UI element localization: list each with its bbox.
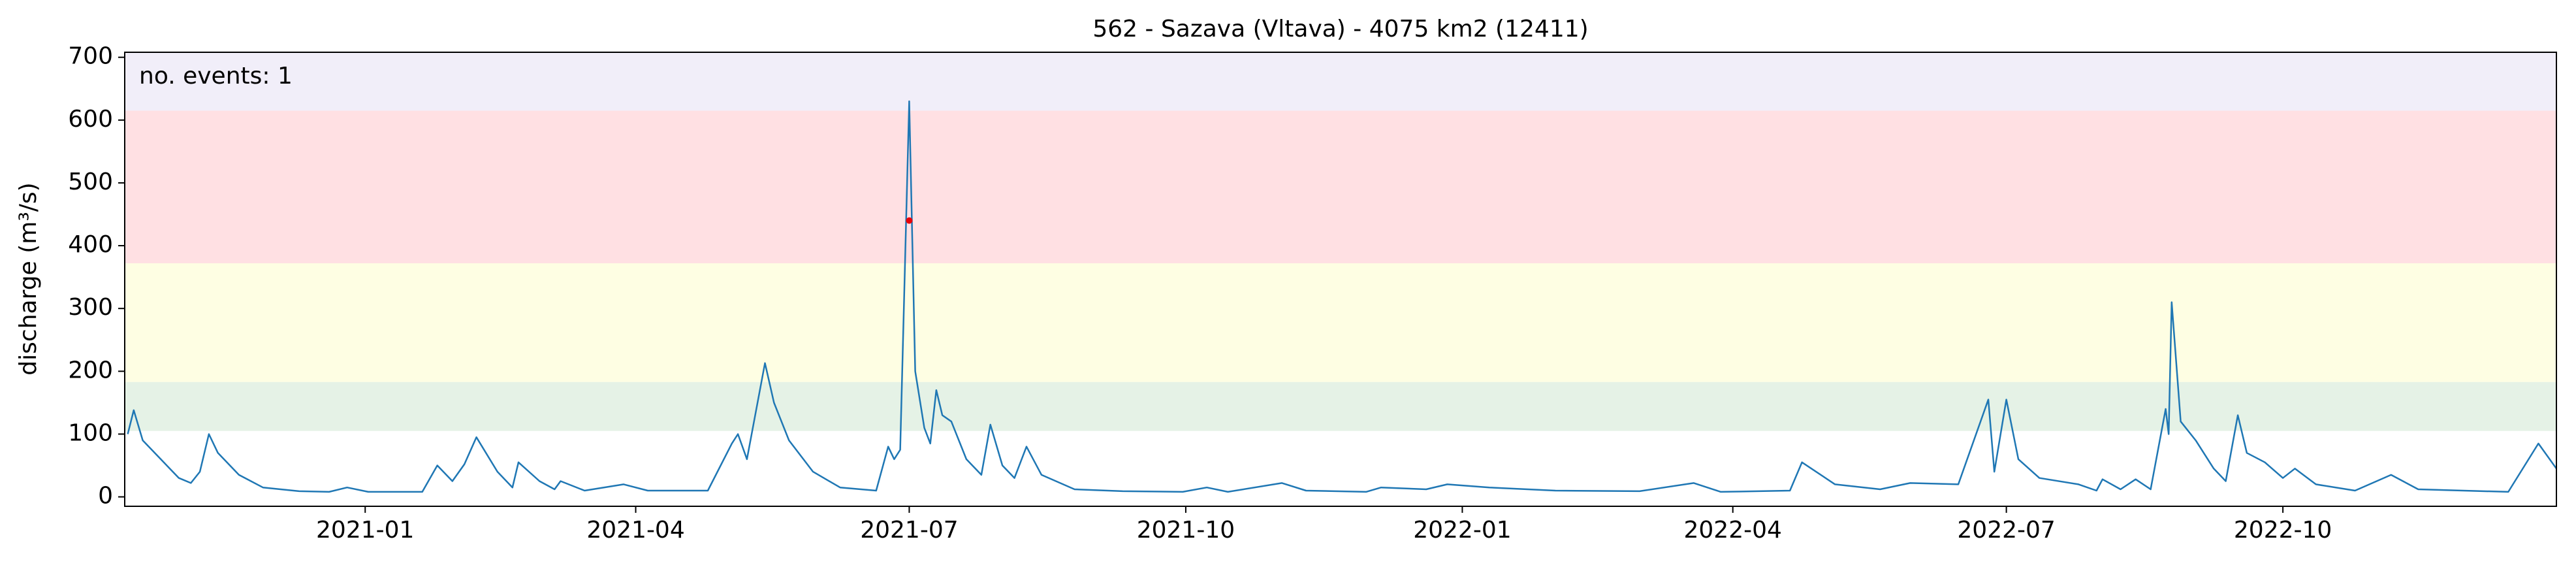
y-tick-label: 400	[68, 231, 113, 258]
event-point	[906, 217, 913, 224]
x-tick-label: 2022-04	[1684, 517, 1782, 544]
threshold-band	[125, 263, 2556, 382]
annotation: no. events: 1	[139, 63, 293, 89]
discharge-line	[127, 100, 2558, 493]
y-tick-label: 600	[68, 106, 113, 133]
chart-title: 562 - Sazava (Vltava) - 4075 km2 (12411)	[1092, 16, 1588, 42]
x-tick-label: 2022-10	[2234, 517, 2332, 544]
y-axis-label: discharge (m³/s)	[15, 182, 42, 375]
y-tick-label: 0	[98, 483, 113, 510]
x-tick-label: 2021-04	[586, 517, 684, 544]
y-tick-label: 100	[68, 419, 113, 446]
y-tick-label: 300	[68, 294, 113, 321]
y-tick-label: 700	[68, 43, 113, 70]
x-tick-label: 2021-01	[316, 517, 414, 544]
y-tick-label: 200	[68, 357, 113, 383]
x-tick-label: 2021-10	[1137, 517, 1235, 544]
threshold-band	[125, 110, 2556, 263]
threshold-band	[125, 52, 2556, 111]
y-tick-label: 500	[68, 169, 113, 195]
plot-frame	[124, 52, 2557, 507]
x-tick-label: 2022-07	[1957, 517, 2055, 544]
threshold-band	[125, 382, 2556, 431]
x-tick-label: 2021-07	[860, 517, 958, 544]
x-tick-label: 2022-01	[1413, 517, 1511, 544]
